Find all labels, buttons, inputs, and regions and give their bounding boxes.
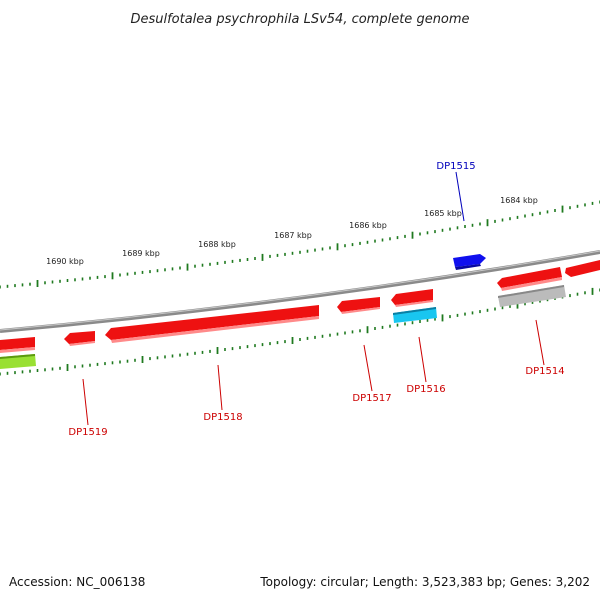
inner-scale-ticks (0, 287, 600, 376)
scale-label-1685: 1685 kbp (424, 209, 462, 218)
gene-dp1514-grey-top (498, 285, 564, 298)
gene-dp1517[interactable] (337, 297, 380, 312)
gene-left-lime-top (0, 354, 35, 359)
leader-dp1516 (418, 336, 427, 383)
gene-dp1515[interactable] (453, 254, 486, 267)
outer-scale-ticks (0, 200, 600, 289)
label-dp1517: DP1517 (352, 393, 391, 404)
gene-left-red-edge (0, 347, 35, 353)
leader-dp1517 (363, 344, 373, 392)
label-dp1516: DP1516 (406, 384, 445, 395)
gene-dp1516-red-edge (395, 300, 433, 307)
leader-dp1519 (82, 378, 89, 426)
gene-dp1514-grey[interactable] (498, 285, 566, 307)
gene-dp1518[interactable] (105, 305, 319, 340)
gene-right-edge[interactable] (565, 260, 600, 277)
leader-dp1514 (535, 319, 545, 366)
gene-dp1514-arrow-edge (501, 277, 562, 291)
scale-label-1689: 1689 kbp (122, 249, 160, 258)
label-dp1519: DP1519 (68, 427, 107, 438)
gene-dp1515-edge (455, 264, 481, 270)
gene-dp1517-edge (341, 307, 380, 314)
leader-dp1518 (217, 364, 223, 411)
scale-label-1688: 1688 kbp (198, 240, 236, 249)
leader-dp1515 (455, 171, 465, 222)
genome-summary-text: Topology: circular; Length: 3,523,383 bp… (260, 575, 590, 589)
gene-dp1516-cyan[interactable] (393, 307, 437, 323)
gene-dp1516-cyan-top (393, 307, 436, 315)
map-title: Desulfotalea psychrophila LSv54, complet… (130, 12, 469, 27)
gene-dp1518-edge (111, 316, 319, 343)
gene-left-red[interactable] (0, 337, 35, 350)
label-dp1514: DP1514 (525, 366, 564, 377)
label-dp1515: DP1515 (436, 161, 475, 172)
label-dp1518: DP1518 (203, 412, 242, 423)
gene-dp1519-edge (69, 341, 95, 346)
genome-backbone-highlight (0, 250, 600, 331)
scale-label-1684: 1684 kbp (500, 196, 538, 205)
gene-dp1519[interactable] (64, 331, 95, 344)
scale-label-1690: 1690 kbp (46, 257, 84, 266)
genome-backbone (0, 250, 600, 333)
scale-label-1686: 1686 kbp (349, 221, 387, 230)
scale-label-1687: 1687 kbp (274, 231, 312, 240)
gene-dp1516-red[interactable] (391, 289, 433, 305)
gene-dp1514-arrow[interactable] (497, 267, 562, 288)
accession-text: Accession: NC_006138 (9, 575, 146, 589)
